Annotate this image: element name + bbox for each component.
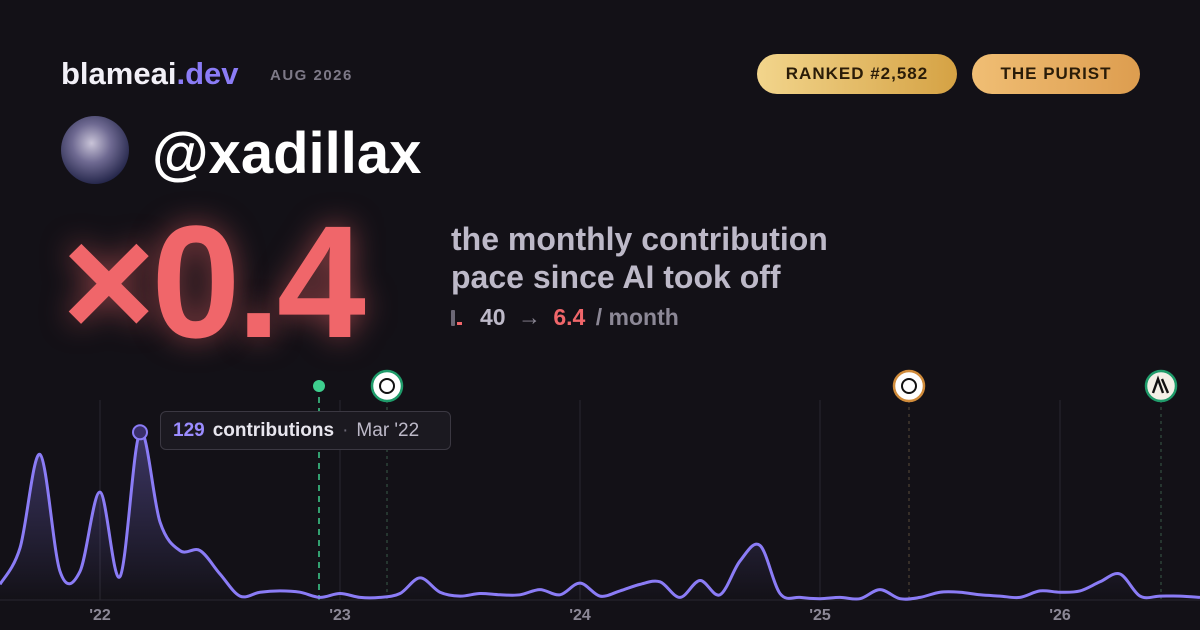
rate-arrow: → xyxy=(517,304,541,330)
peak-marker xyxy=(132,424,148,441)
area-fill xyxy=(0,431,1200,600)
description-line: pace since AI took off xyxy=(451,259,781,295)
line xyxy=(0,430,1200,601)
rate-from: 40 xyxy=(480,304,506,330)
rank-badge: RANKED #2,582 xyxy=(757,54,957,94)
description-line: the monthly contribution xyxy=(451,221,828,257)
openai-icon xyxy=(370,369,404,403)
title-badge: THE PURIST xyxy=(972,54,1140,94)
rate-to: 6.4 xyxy=(553,304,586,330)
date: AUG 2026 xyxy=(270,67,353,84)
x-tick-label: '24 xyxy=(569,607,591,624)
x-tick-label: '26 xyxy=(1049,607,1071,624)
rate: 40 → 6.4 / month xyxy=(451,304,679,331)
openai-glyph xyxy=(901,378,917,394)
tooltip-date: Mar '22 xyxy=(356,419,420,441)
x-tick-label: '25 xyxy=(809,607,831,624)
tooltip-value: 129 xyxy=(173,419,205,441)
event-dot xyxy=(313,380,325,392)
anthropic-glyph xyxy=(1151,375,1170,394)
tooltip-label: contributions xyxy=(212,419,335,441)
rate-unit: / month xyxy=(595,304,679,330)
x-tick-label: '23 xyxy=(329,607,351,624)
tooltip-separator: · xyxy=(342,419,349,441)
openai-glyph xyxy=(379,378,395,394)
brand: blameai.dev xyxy=(61,56,239,91)
multiplier: ×0.4 xyxy=(62,192,366,371)
rate-icon xyxy=(457,322,462,325)
description: the monthly contribution pace since AI to… xyxy=(451,220,828,296)
openai-icon xyxy=(892,369,926,403)
rate-icon xyxy=(451,310,455,326)
tooltip: 129 contributions · Mar '22 xyxy=(160,411,451,450)
avatar xyxy=(61,116,129,184)
x-tick-label: '22 xyxy=(89,607,111,624)
handle: @xadillax xyxy=(152,121,422,186)
